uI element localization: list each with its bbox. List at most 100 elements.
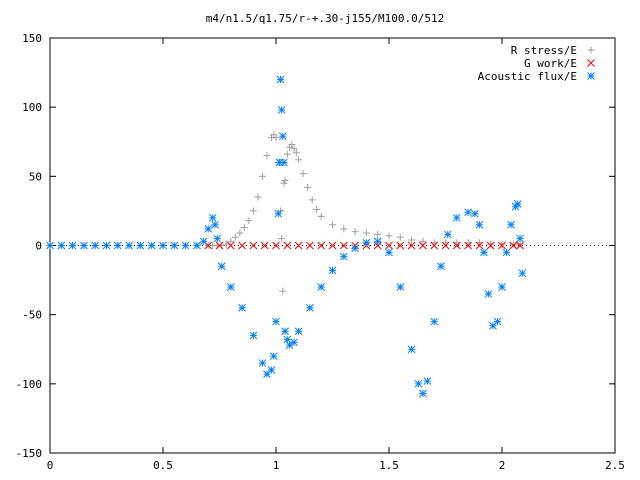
data-point	[328, 241, 337, 250]
data-point-d2	[518, 269, 527, 278]
data-point-d2	[57, 241, 66, 250]
data-point	[227, 237, 235, 245]
data-point	[245, 217, 253, 225]
data-point	[269, 352, 278, 361]
data-point	[258, 172, 266, 180]
data-point	[222, 240, 230, 248]
data-point-d2	[277, 106, 286, 114]
data-point	[373, 237, 382, 246]
axis-ticks: 0 0.5 1 1.5 2 2.5 150 100 50 0 -50 -100 -150	[16, 32, 625, 472]
data-point	[317, 283, 326, 291]
data-point	[260, 241, 269, 250]
data-point	[217, 262, 226, 271]
data-point	[147, 241, 156, 250]
data-point	[452, 213, 461, 222]
data-point	[46, 241, 54, 250]
data-point	[294, 327, 303, 336]
data-point-d2	[475, 220, 484, 229]
data-point-d2	[238, 303, 246, 312]
y-tick-label: 50	[29, 170, 42, 183]
data-point	[295, 156, 303, 164]
data-point	[181, 241, 190, 250]
data-point-d2	[199, 237, 208, 246]
y-tick-label: 100	[22, 101, 42, 114]
data-point-d2	[125, 241, 133, 250]
data-point	[509, 240, 517, 248]
data-point	[396, 241, 405, 250]
data-point	[513, 200, 522, 208]
data-point	[419, 237, 427, 245]
data-point-d2	[452, 241, 461, 250]
data-point	[339, 241, 348, 250]
data-point-d2	[226, 241, 235, 250]
data-point	[231, 233, 239, 241]
data-point-d2	[493, 317, 502, 326]
data-point	[414, 379, 423, 388]
data-point	[419, 389, 427, 398]
data-point-d2	[306, 241, 314, 250]
data-point-d2	[452, 213, 461, 222]
data-point-d2	[294, 327, 303, 336]
data-point	[419, 241, 427, 250]
data-point	[272, 241, 280, 250]
data-point	[272, 317, 280, 326]
data-point-d2	[208, 213, 217, 222]
data-point	[80, 241, 88, 250]
data-point-d2	[464, 241, 472, 250]
data-point	[272, 134, 280, 142]
data-point	[279, 287, 287, 295]
data-point	[240, 224, 248, 232]
data-point-d2	[272, 241, 280, 250]
data-point	[385, 232, 393, 240]
data-point-d2	[306, 303, 314, 312]
data-point	[274, 209, 283, 218]
data-point-d2	[294, 241, 303, 250]
legend-marker	[587, 59, 595, 67]
data-point-d2	[147, 241, 156, 250]
data-point-d2	[502, 248, 511, 257]
data-point	[91, 241, 100, 250]
data-point-d2	[249, 331, 258, 340]
data-point-d2	[211, 220, 219, 229]
data-point	[249, 241, 258, 250]
data-point	[306, 241, 314, 250]
data-point	[351, 228, 359, 236]
data-point-d2	[46, 241, 54, 250]
data-point	[437, 262, 445, 271]
data-point-d2	[80, 241, 88, 250]
data-point	[362, 238, 371, 247]
data-point-d2	[423, 377, 432, 385]
data-point-d2	[419, 389, 427, 398]
data-point	[211, 220, 219, 229]
data-point	[278, 235, 286, 243]
data-point	[57, 241, 66, 250]
data-point	[441, 241, 450, 250]
legend-label: Acoustic flux/E	[478, 70, 577, 83]
y-tick-label: -150	[16, 447, 43, 460]
data-point	[408, 236, 416, 244]
data-point-d2	[204, 241, 213, 250]
data-point-d2	[430, 241, 439, 250]
data-point	[486, 241, 495, 250]
data-point	[317, 241, 326, 250]
data-point-d2	[317, 283, 326, 291]
data-point-d2	[396, 241, 405, 250]
data-point-d2	[213, 234, 222, 243]
legend-marker	[587, 72, 595, 80]
data-point-d2	[407, 345, 416, 354]
x-tick-label: 1.5	[379, 459, 399, 472]
data-point	[313, 206, 321, 214]
data-point	[249, 331, 258, 340]
data-point	[407, 345, 416, 354]
data-point-d2	[362, 238, 371, 247]
data-point-d2	[507, 220, 515, 229]
y-tick-label: 150	[22, 32, 42, 45]
data-point-d2	[317, 241, 326, 250]
data-point-d2	[484, 290, 493, 298]
data-point-d2	[498, 241, 506, 250]
data-point-d2	[471, 209, 479, 218]
data-point-d2	[498, 283, 506, 291]
legend-label: G work/E	[524, 57, 577, 70]
data-point-d2	[290, 338, 298, 347]
